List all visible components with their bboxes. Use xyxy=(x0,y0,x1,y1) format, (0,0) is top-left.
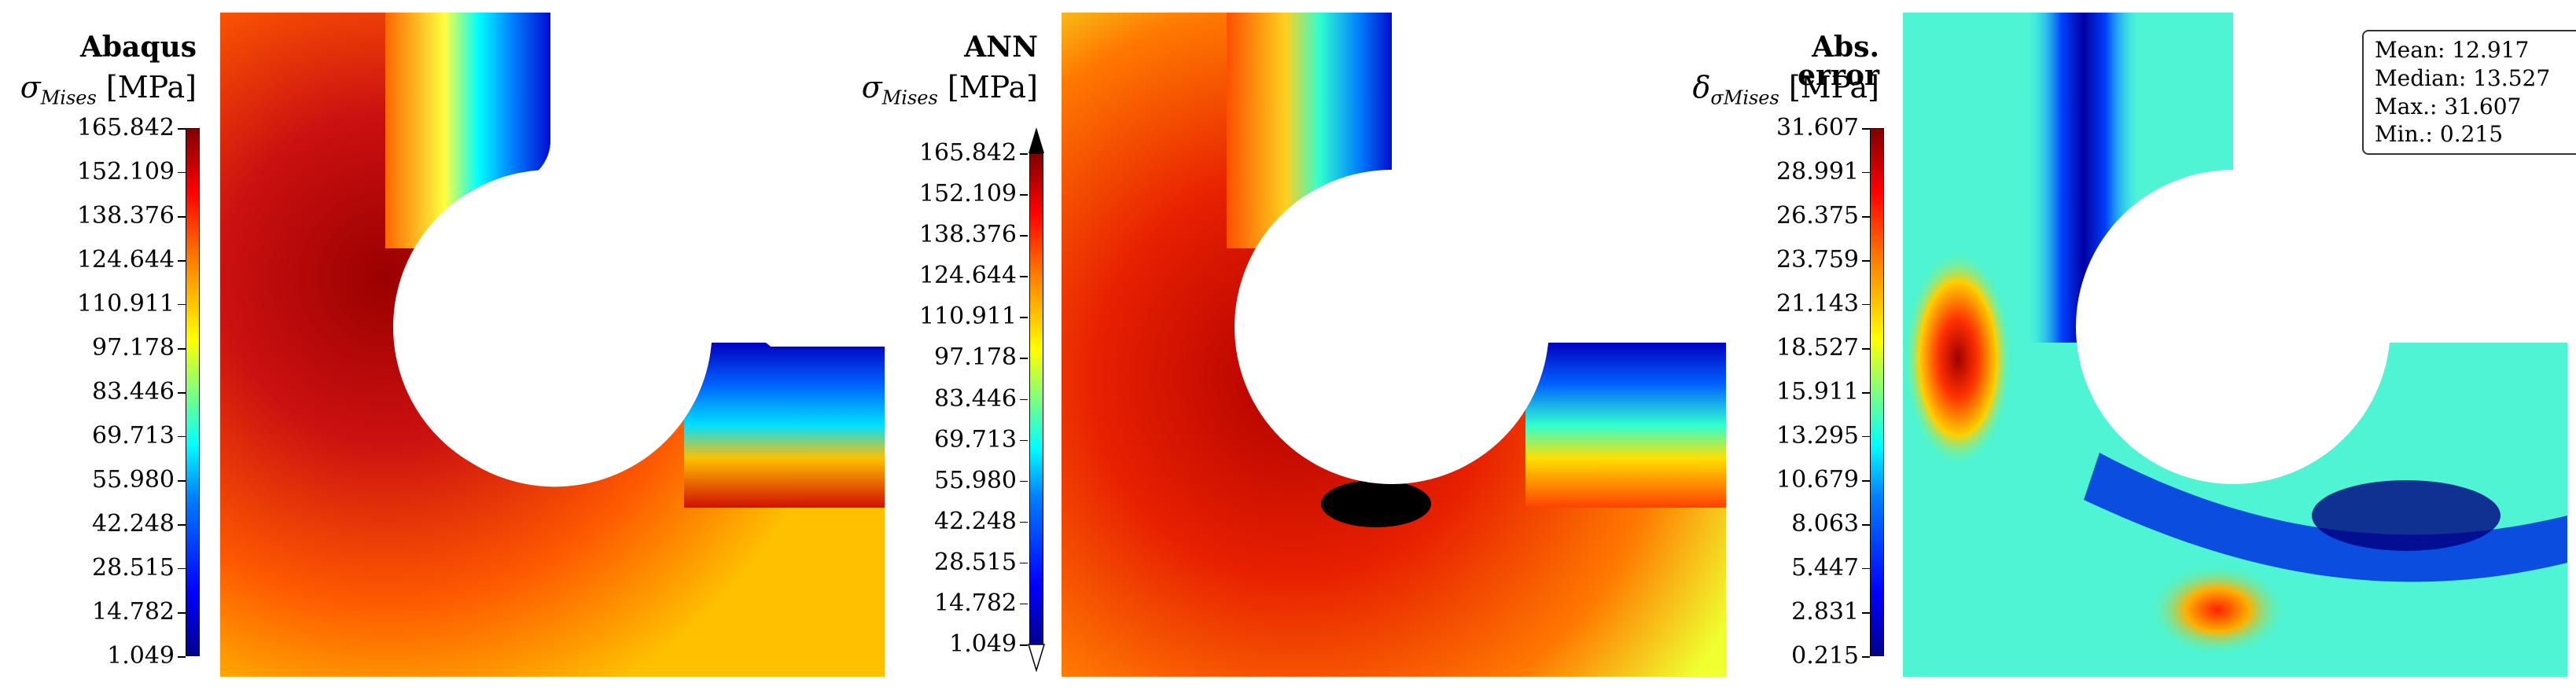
tick-label: 152.109 xyxy=(76,157,186,185)
colorbar-overflow-top xyxy=(1029,127,1044,153)
tick-label: 28.515 xyxy=(934,548,1028,576)
panel-title: Abaqus xyxy=(79,31,197,64)
tick-label: 97.178 xyxy=(934,343,1028,372)
tick-label: 23.759 xyxy=(1776,246,1870,273)
panel-title: ANN xyxy=(964,31,1038,64)
tick-label: 165.842 xyxy=(918,139,1029,167)
tick-label: 55.980 xyxy=(934,466,1028,494)
tick-label: 10.679 xyxy=(1776,466,1870,494)
tick-label: 110.911 xyxy=(76,289,186,317)
stat-min: Min.: 0.215 xyxy=(2375,121,2504,148)
tick-label: 28.515 xyxy=(92,553,186,582)
panel-subtitle: δσMises [MPa] xyxy=(1692,70,1879,109)
stat-max: Max.: 31.607 xyxy=(2375,93,2522,119)
tick-label: 14.782 xyxy=(934,589,1028,617)
panel-subtitle: σMises [MPa] xyxy=(861,70,1038,109)
tick-label: 31.607 xyxy=(1776,114,1870,141)
tick-label: 14.782 xyxy=(92,598,186,626)
colorbar-ticks: 165.842 152.109 138.376 124.644 110.911 … xyxy=(57,116,186,668)
tick-label: 110.911 xyxy=(918,303,1029,331)
tick-label: 42.248 xyxy=(934,507,1028,535)
colorbar xyxy=(1029,153,1043,644)
tick-label: 1.049 xyxy=(107,642,186,670)
tick-label: 165.842 xyxy=(76,114,186,141)
colorbar xyxy=(186,128,200,656)
stress-field-abaqus xyxy=(220,13,885,677)
panel-title: Abs. error xyxy=(1798,31,1879,92)
tick-label: 18.527 xyxy=(1776,334,1870,362)
colorbar xyxy=(1870,128,1884,656)
tick-label: 13.295 xyxy=(1776,421,1870,450)
stats-box: Mean: 12.917 Median: 13.527 Max.: 31.607… xyxy=(2362,30,2576,156)
tick-label: 69.713 xyxy=(92,421,186,450)
stat-median: Median: 13.527 xyxy=(2375,64,2551,91)
colorbar-ticks: 165.842 152.109 138.376 124.644 110.911 … xyxy=(899,141,1029,656)
tick-label: 5.447 xyxy=(1791,553,1870,582)
tick-label: 42.248 xyxy=(92,510,186,538)
tick-label: 83.446 xyxy=(934,384,1028,413)
tick-label: 1.049 xyxy=(949,630,1028,658)
stat-mean: Mean: 12.917 xyxy=(2375,37,2530,63)
stress-field-ann xyxy=(1062,13,1726,677)
tick-label: 26.375 xyxy=(1776,202,1870,229)
tick-label: 152.109 xyxy=(918,180,1029,208)
tick-label: 21.143 xyxy=(1776,289,1870,317)
tick-label: 8.063 xyxy=(1791,510,1870,538)
panel-subtitle: σMises [MPa] xyxy=(20,70,197,109)
tick-label: 124.644 xyxy=(918,262,1029,290)
tick-label: 69.713 xyxy=(934,425,1028,453)
tick-label: 15.911 xyxy=(1776,378,1870,406)
tick-label: 2.831 xyxy=(1791,598,1870,626)
colorbar-ticks: 31.607 28.991 26.375 23.759 21.143 18.52… xyxy=(1741,116,1870,668)
tick-label: 138.376 xyxy=(918,221,1029,249)
tick-label: 97.178 xyxy=(92,334,186,362)
tick-label: 55.980 xyxy=(92,466,186,494)
tick-label: 28.991 xyxy=(1776,157,1870,185)
tick-label: 0.215 xyxy=(1791,642,1870,670)
tick-label: 138.376 xyxy=(76,202,186,229)
tick-label: 83.446 xyxy=(92,378,186,406)
colorbar-underflow-bottom xyxy=(1028,644,1045,672)
tick-label: 124.644 xyxy=(76,246,186,273)
